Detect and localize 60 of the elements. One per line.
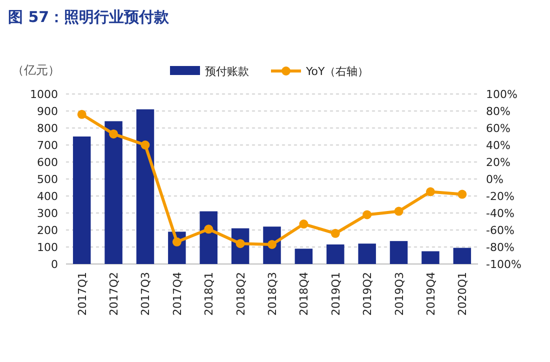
y2-tick-label: 60% — [486, 122, 510, 135]
legend-label: 预付账款 — [205, 65, 249, 78]
y2-tick-label: 40% — [486, 139, 510, 152]
y-tick-label: 500 — [37, 173, 58, 186]
x-tick-label: 2018Q4 — [298, 272, 311, 316]
bar — [200, 211, 218, 264]
y-axis-title: （亿元） — [12, 63, 60, 77]
y2-tick-label: 80% — [486, 105, 510, 118]
x-tick-label: 2019Q3 — [392, 272, 406, 316]
point — [330, 228, 340, 238]
y2-tick-label: -40% — [486, 207, 514, 220]
x-tick-label: 2018Q3 — [266, 272, 279, 316]
bar — [294, 248, 313, 264]
x-tick-label: 2019Q2 — [361, 272, 374, 316]
chart-title: 图 57：照明行业预付款 — [8, 8, 170, 26]
point — [362, 210, 372, 220]
y-tick-label: 200 — [37, 224, 58, 237]
bar — [390, 241, 408, 264]
y-tick-label: 400 — [37, 190, 58, 203]
bar — [358, 244, 376, 264]
y2-tick-label: -80% — [486, 241, 514, 254]
x-tick-label: 2019Q4 — [424, 272, 438, 316]
x-tick-label: 2017Q4 — [170, 272, 184, 316]
bar — [72, 136, 91, 264]
y2-tick-label: -20% — [486, 190, 514, 203]
y-tick-label: 600 — [37, 156, 58, 169]
y-tick-label: 0 — [51, 258, 58, 271]
y-tick-label: 900 — [37, 105, 58, 118]
x-tick-label: 2017Q1 — [76, 272, 89, 316]
y-tick-label: 300 — [37, 207, 58, 220]
bar — [453, 248, 472, 264]
x-tick-label: 2018Q1 — [202, 272, 216, 316]
y-tick-label: 700 — [37, 139, 58, 152]
y2-tick-label: 0% — [486, 173, 504, 186]
point — [140, 140, 150, 150]
y2-tick-label: 100% — [486, 88, 518, 101]
y-tick-label: 800 — [37, 122, 58, 135]
point — [426, 187, 435, 196]
point — [77, 110, 86, 119]
point — [299, 220, 308, 229]
x-tick-label: 2018Q2 — [234, 272, 248, 316]
y2-tick-label: -100% — [486, 258, 522, 271]
bar — [136, 109, 154, 264]
y2-tick-label: -60% — [486, 224, 514, 237]
x-tick-label: 2019Q1 — [329, 272, 342, 316]
bar — [326, 244, 344, 264]
point — [109, 129, 118, 138]
bar — [422, 251, 440, 264]
x-tick-label: 2017Q2 — [108, 272, 121, 316]
y-tick-label: 1000 — [30, 88, 58, 101]
point — [204, 224, 214, 234]
x-tick-label: 2017Q3 — [139, 272, 152, 316]
y-tick-label: 100 — [37, 241, 58, 254]
point — [172, 237, 182, 246]
point — [458, 190, 467, 199]
point — [394, 206, 404, 216]
x-tick-label: 2020Q1 — [456, 272, 470, 316]
bar — [104, 121, 122, 264]
y2-tick-label: 20% — [486, 156, 510, 169]
legend-label: YoY（右轴） — [305, 65, 369, 78]
